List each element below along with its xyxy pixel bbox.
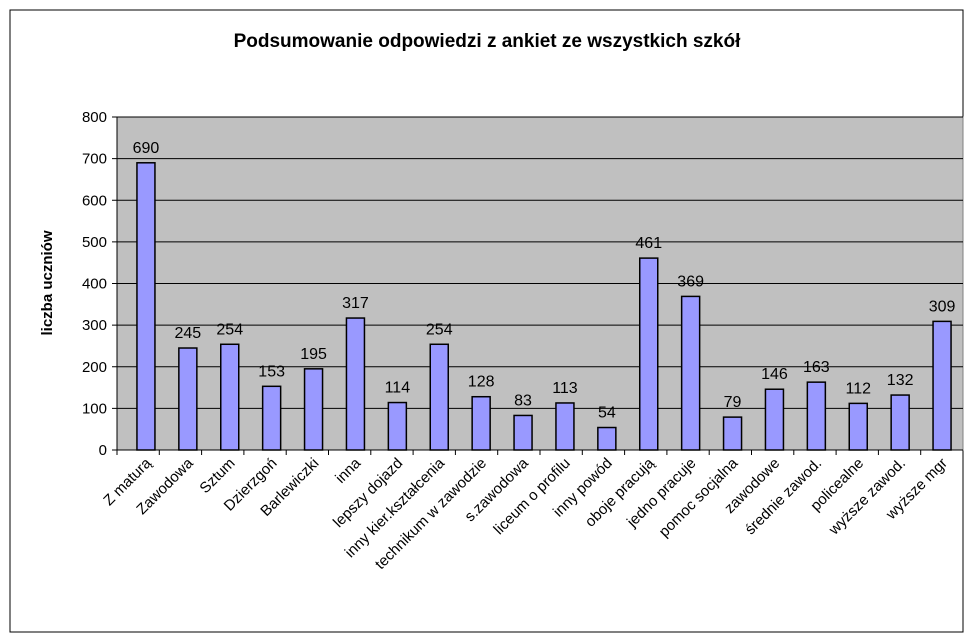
y-tick-label: 700 — [82, 151, 107, 168]
value-label: 153 — [258, 363, 285, 380]
y-tick-label: 500 — [82, 234, 107, 251]
value-label: 245 — [174, 325, 201, 342]
bar — [555, 402, 575, 451]
bar — [597, 426, 617, 451]
value-label: 163 — [803, 359, 830, 376]
value-label: 79 — [724, 394, 742, 411]
bar — [513, 414, 533, 451]
value-label: 369 — [677, 273, 704, 290]
bar — [639, 257, 659, 451]
value-label: 113 — [552, 380, 578, 397]
y-tick-label: 200 — [82, 359, 107, 376]
value-label: 254 — [426, 321, 453, 338]
bar — [680, 295, 701, 451]
bar — [848, 402, 868, 451]
value-label: 254 — [216, 321, 243, 338]
y-axis-label: liczba uczniów — [39, 230, 56, 335]
bar — [136, 162, 156, 451]
bar — [345, 317, 366, 451]
y-tick-label: 300 — [82, 317, 107, 334]
bar — [890, 394, 910, 451]
value-label: 132 — [887, 372, 914, 389]
bar — [722, 416, 743, 451]
bar — [429, 343, 449, 451]
bar — [806, 381, 827, 451]
bar — [261, 385, 282, 451]
y-tick-label: 400 — [82, 276, 107, 293]
chart-title: Podsumowanie odpowiedzi z ankiet ze wszy… — [234, 31, 742, 52]
value-label: 83 — [514, 392, 532, 409]
value-label: 461 — [635, 235, 662, 252]
bar — [932, 320, 952, 451]
bar — [764, 388, 785, 451]
bar — [303, 368, 324, 451]
value-label: 195 — [300, 346, 327, 363]
value-label: 128 — [468, 374, 495, 391]
bar — [220, 343, 240, 451]
value-label: 54 — [598, 405, 616, 422]
value-label: 309 — [929, 298, 956, 315]
value-label: 317 — [342, 295, 369, 312]
value-label: 690 — [133, 140, 160, 157]
y-tick-label: 0 — [99, 442, 107, 459]
value-label: 112 — [845, 380, 871, 397]
y-tick-label: 600 — [82, 192, 107, 209]
value-label: 114 — [385, 380, 411, 397]
y-tick-label: 800 — [82, 109, 107, 126]
bar — [387, 401, 408, 451]
bar — [178, 347, 198, 451]
y-tick-label: 100 — [82, 400, 107, 417]
value-label: 146 — [761, 366, 788, 383]
bar — [471, 395, 491, 451]
